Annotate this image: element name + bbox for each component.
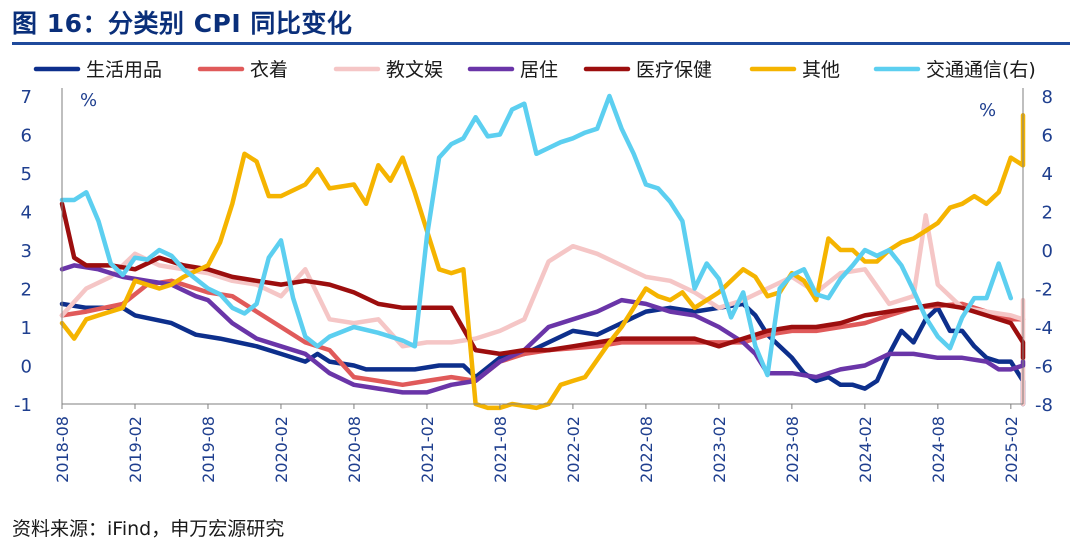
series-line (59, 113, 1026, 411)
chart-area: 生活用品 衣着 教文娱 居住 医疗保健 其他 交通通信(右) -101234567-8-6-… (14, 59, 1053, 483)
y-tick-right: 2 (1042, 203, 1053, 224)
x-tick-label: 2021-02 (418, 416, 437, 483)
legend-label: 衣着 (250, 59, 288, 81)
series-line (59, 263, 1026, 395)
x-tick-label: 2021-08 (491, 416, 510, 483)
y-tick-right: -6 (1035, 357, 1053, 378)
axes: -1 0 1 2 3 4 5 6 7 -8 -6 -4 -2 0 2 4 6 8% % 2018-08 2019-02 2… (14, 87, 1053, 483)
plot-area (59, 93, 1026, 411)
y-tick-left: -1 (14, 395, 32, 416)
x-tick-label: 2019-02 (126, 416, 145, 483)
y-tick-right: -8 (1035, 395, 1053, 416)
y-tick-left: 2 (21, 280, 32, 301)
x-tick-label: 2023-02 (710, 416, 729, 483)
y-tick-left: 7 (21, 87, 32, 108)
y-tick-right: -2 (1035, 280, 1053, 301)
y-tick-left: 1 (21, 318, 32, 339)
x-tick-label: 2022-02 (564, 416, 583, 483)
legend-label: 教文娱 (386, 59, 443, 81)
y-tick-right: 6 (1042, 126, 1053, 147)
x-tick-label: 2025-02 (1002, 416, 1021, 483)
x-tick-label: 2023-08 (783, 416, 802, 483)
series-line (59, 201, 1026, 361)
left-unit-label: % (80, 90, 97, 111)
y-tick-left: 5 (21, 164, 32, 185)
x-tick-label: 2024-08 (929, 416, 948, 483)
legend-label: 交通通信(右) (926, 59, 1036, 81)
series-line (59, 213, 1026, 407)
legend-label: 居住 (520, 59, 558, 81)
legend-label: 生活用品 (86, 59, 162, 81)
y-tick-left: 6 (21, 126, 32, 147)
right-unit-label: % (979, 100, 996, 121)
y-tick-left: 4 (21, 203, 32, 224)
y-tick-right: 8 (1042, 87, 1053, 108)
x-tick-label: 2022-08 (637, 416, 656, 483)
y-tick-left: 0 (21, 357, 32, 378)
legend-label: 其他 (802, 59, 840, 81)
x-tick-label: 2018-08 (53, 416, 72, 483)
x-tick-label: 2020-08 (345, 416, 364, 483)
y-tick-right: 4 (1042, 164, 1053, 185)
series-line (59, 93, 1014, 378)
source-note: 资料来源：iFind，申万宏源研究 (12, 518, 285, 540)
y-tick-right: 0 (1042, 241, 1053, 262)
legend-label: 医疗保健 (636, 59, 712, 81)
y-tick-right: -4 (1035, 318, 1053, 339)
x-tick-label: 2020-02 (272, 416, 291, 483)
title-divider (12, 42, 1070, 45)
chart-legend: 生活用品 衣着 教文娱 居住 医疗保健 其他 交通通信(右) (33, 59, 1036, 81)
page-title: 图 16：分类别 CPI 同比变化 (12, 9, 353, 38)
y-tick-left: 3 (21, 241, 32, 262)
x-tick-label: 2019-08 (199, 416, 218, 483)
x-tick-label: 2024-02 (856, 416, 875, 483)
